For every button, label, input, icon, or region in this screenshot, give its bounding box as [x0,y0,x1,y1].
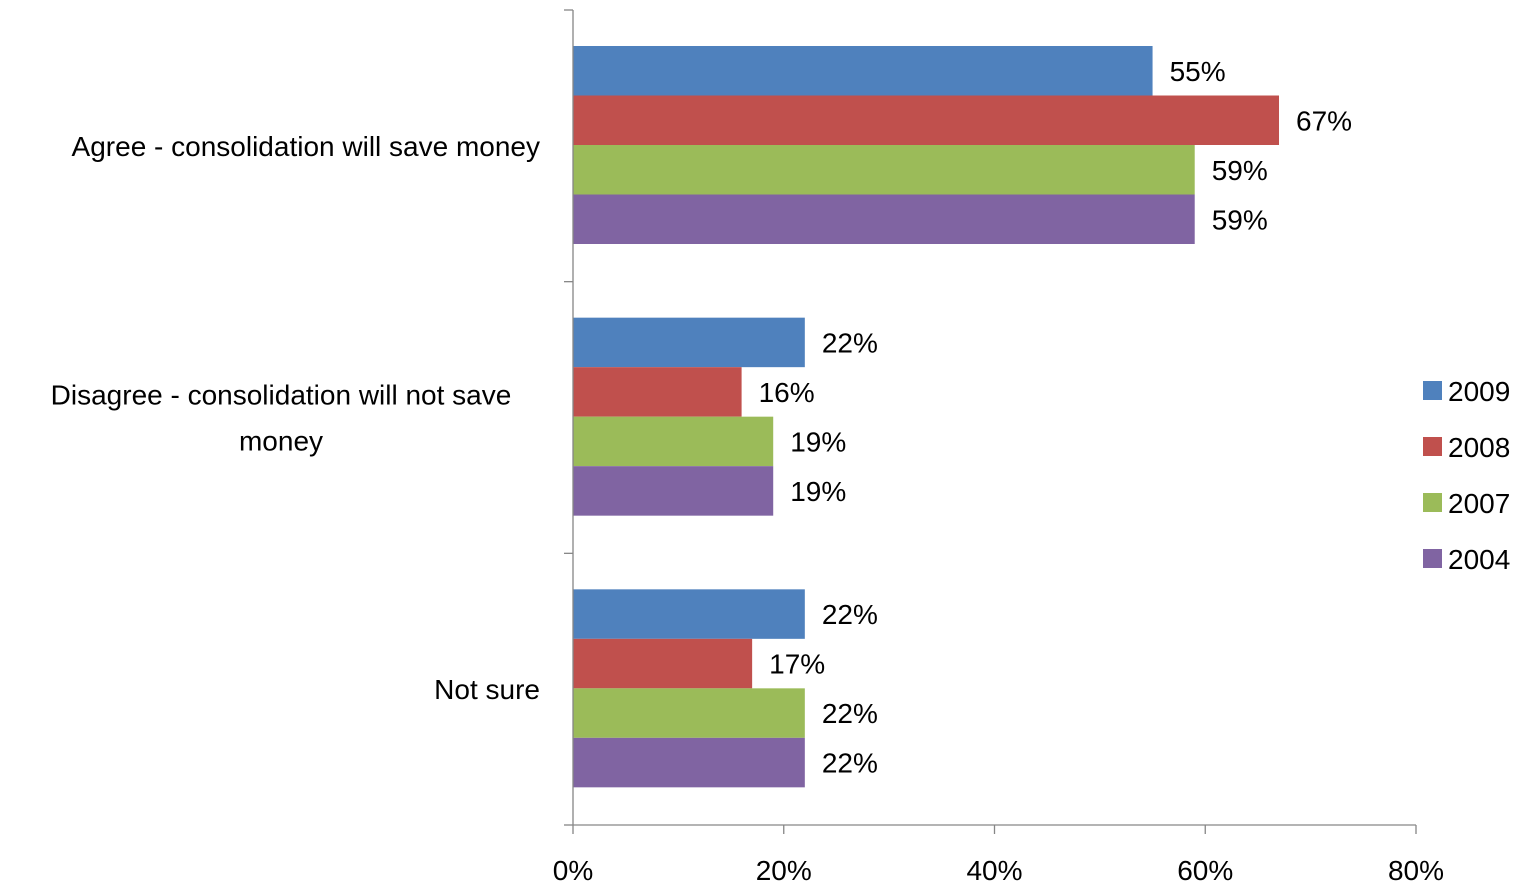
data-label-2008-2: 17% [769,649,825,680]
legend-label-2007: 2007 [1448,488,1510,519]
x-tick-label: 0% [553,855,593,886]
legend: 2009 2008 2007 2004 [1423,376,1510,575]
legend-label-2009: 2009 [1448,376,1510,407]
bar-2009-1 [573,317,805,368]
x-tick-label: 20% [756,855,812,886]
legend-label-2004: 2004 [1448,544,1510,575]
bar-2008-0 [573,95,1280,145]
legend-swatch-2008 [1423,437,1442,456]
bar-2008-1 [573,367,742,417]
labels-layer: 55% 22% 22% 67% 16% 17% 59% 19% 22% 59% 19% 22% 0% 20… [51,56,1444,886]
bar-2009-2 [573,589,805,639]
data-label-2004-2: 22% [822,748,878,779]
bar-2007-2 [573,688,805,738]
x-tick-label: 40% [966,855,1022,886]
bar-2004-0 [573,194,1195,244]
x-tick-label: 80% [1388,855,1444,886]
legend-label-2008: 2008 [1448,432,1510,463]
legend-swatch-2007 [1423,493,1442,512]
bar-2004-2 [573,737,805,788]
bar-2007-1 [573,416,774,467]
data-label-2004-1: 19% [790,476,846,507]
data-label-2009-2: 22% [822,599,878,630]
data-label-2009-0: 55% [1170,56,1226,87]
data-label-2008-1: 16% [759,377,815,408]
category-label-2: Not sure [434,674,540,705]
data-label-2007-1: 19% [790,426,846,457]
bar-2008-2 [573,638,753,689]
legend-swatch-2009 [1423,381,1442,400]
data-label-2009-1: 22% [822,327,878,358]
category-label-0: Agree - consolidation will save money [72,131,540,162]
bar-2009-0 [573,46,1153,96]
x-tick-label: 60% [1177,855,1233,886]
data-label-2008-0: 67% [1296,105,1352,136]
bar-2004-1 [573,466,774,516]
data-label-2007-0: 59% [1212,155,1268,186]
bar-2007-0 [573,145,1195,195]
axis-layer [564,9,1417,834]
legend-swatch-2004 [1423,549,1442,568]
data-label-2007-2: 22% [822,698,878,729]
category-label-1: Disagree - consolidation will not save mo… [51,380,512,457]
bars-layer [573,46,1280,788]
data-label-2004-0: 59% [1212,204,1268,235]
